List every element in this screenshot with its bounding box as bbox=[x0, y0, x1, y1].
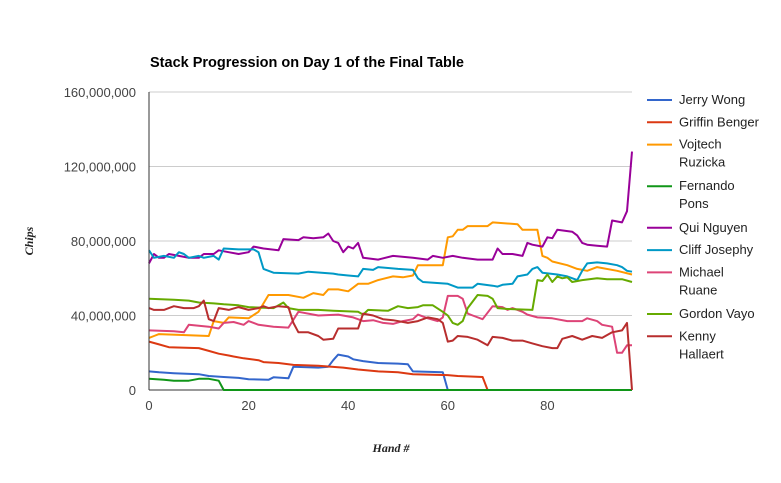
y-axis-tick-labels: 0 40,000,000 80,000,000 120,000,000 160,000,… bbox=[64, 85, 136, 398]
legend-entry: Jerry Wong bbox=[647, 92, 745, 107]
series-line bbox=[148, 340, 632, 391]
y-tick-label: 160,000,000 bbox=[64, 85, 136, 100]
series-line bbox=[148, 151, 633, 264]
legend-label: Griffin Benger bbox=[679, 114, 760, 129]
y-tick-label: 40,000,000 bbox=[71, 309, 136, 324]
series-lines bbox=[148, 151, 633, 391]
legend-entry: Vojtech Ruzicka bbox=[647, 137, 726, 170]
legend-entry: Griffin Benger bbox=[647, 114, 760, 129]
legend-label: Kenny Hallaert bbox=[679, 328, 724, 361]
series-line bbox=[148, 299, 633, 391]
legend-label: Jerry Wong bbox=[679, 92, 745, 107]
x-axis-label: Hand # bbox=[371, 441, 410, 455]
x-tick-label: 80 bbox=[540, 398, 554, 413]
x-tick-label: 20 bbox=[241, 398, 255, 413]
legend-label: Qui Nguyen bbox=[679, 220, 748, 235]
legend-label: Vojtech Ruzicka bbox=[679, 137, 726, 170]
series-line bbox=[148, 221, 633, 339]
legend-label: Michael Ruane bbox=[679, 264, 724, 297]
legend-entry: Fernando Pons bbox=[647, 178, 735, 211]
legend-entry: Qui Nguyen bbox=[647, 220, 748, 235]
legend-entry: Cliff Josephy bbox=[647, 242, 754, 257]
y-axis-label: Chips bbox=[22, 226, 36, 255]
x-tick-label: 60 bbox=[441, 398, 455, 413]
legend-label: Gordon Vayo bbox=[679, 306, 755, 321]
y-tick-label: 80,000,000 bbox=[71, 234, 136, 249]
x-axis-tick-labels: 0 20 40 60 80 bbox=[145, 398, 554, 413]
y-tick-label: 120,000,000 bbox=[64, 160, 136, 175]
legend-entry: Kenny Hallaert bbox=[647, 328, 724, 361]
series-line bbox=[148, 247, 633, 289]
legend-entry: Gordon Vayo bbox=[647, 306, 755, 321]
series-line bbox=[148, 273, 633, 326]
legend-label: Fernando Pons bbox=[679, 178, 735, 211]
x-tick-label: 40 bbox=[341, 398, 355, 413]
legend: Jerry Wong Griffin Benger Vojtech Ruzicka Fe… bbox=[647, 92, 760, 361]
legend-label: Cliff Josephy bbox=[679, 242, 754, 257]
x-tick-label: 0 bbox=[145, 398, 152, 413]
y-tick-label: 0 bbox=[129, 383, 136, 398]
series-line bbox=[148, 294, 632, 354]
chart-title: Stack Progression on Day 1 of the Final … bbox=[150, 55, 464, 71]
series-line bbox=[148, 377, 632, 391]
legend-entry: Michael Ruane bbox=[647, 264, 724, 297]
